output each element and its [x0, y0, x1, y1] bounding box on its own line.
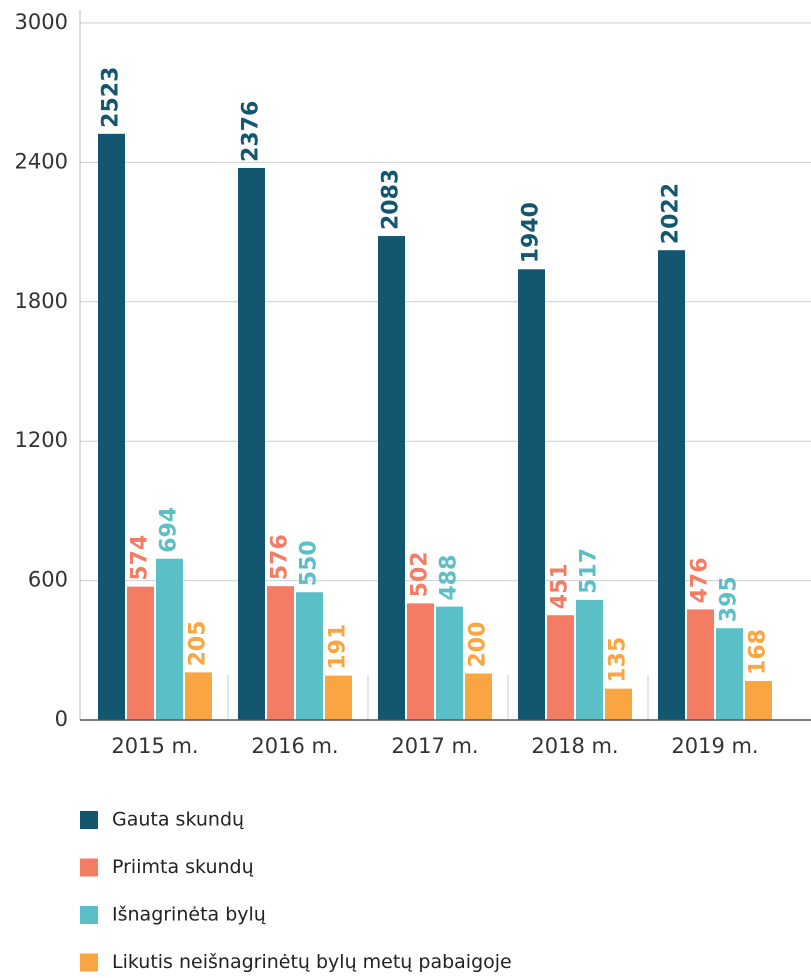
legend-swatch	[80, 906, 98, 924]
x-tick-label: 2019 m.	[671, 734, 758, 758]
bar	[658, 250, 685, 721]
y-tick-label: 1200	[15, 428, 68, 452]
bar	[238, 167, 265, 720]
bar	[745, 680, 772, 720]
legend-swatch	[80, 953, 98, 972]
bar	[547, 615, 574, 720]
value-label: 574	[128, 535, 153, 581]
value-label: 576	[268, 534, 293, 580]
value-label: 191	[326, 624, 351, 670]
y-tick-label: 1800	[15, 289, 68, 313]
x-tick-label: 2016 m.	[251, 734, 338, 758]
bar	[156, 558, 183, 720]
value-label: 1940	[519, 202, 544, 263]
value-label: 488	[437, 555, 462, 601]
bar	[407, 603, 434, 720]
bar	[378, 236, 405, 720]
y-tick-label: 600	[28, 568, 68, 592]
value-label: 550	[297, 540, 322, 586]
bar	[127, 586, 154, 720]
bar	[436, 606, 463, 720]
value-label: 2083	[379, 169, 404, 230]
legend-label: Išnagrinėta bylų	[112, 904, 266, 926]
value-label: 517	[577, 548, 602, 594]
bar	[98, 133, 125, 720]
bar	[465, 673, 492, 720]
value-label: 205	[186, 620, 211, 666]
legend-swatch	[80, 858, 98, 877]
legend-swatch	[80, 811, 98, 829]
bar	[267, 586, 294, 720]
value-label: 168	[746, 629, 771, 675]
bar	[687, 609, 714, 720]
y-tick-label: 0	[55, 707, 68, 731]
value-label: 451	[548, 563, 573, 609]
legend-label: Likutis neišnagrinėtų bylų metų pabaigoj…	[112, 951, 512, 973]
value-label: 395	[717, 576, 742, 622]
value-label: 2523	[99, 67, 124, 128]
legend-label: Priimta skundų	[112, 856, 254, 878]
bar	[576, 599, 603, 720]
x-tick-label: 2017 m.	[391, 734, 478, 758]
value-label: 694	[157, 507, 182, 553]
bar	[605, 688, 632, 720]
value-label: 502	[408, 551, 433, 597]
bar	[518, 269, 545, 720]
value-label: 476	[688, 557, 713, 603]
legend-label: Gauta skundų	[112, 809, 244, 831]
value-label: 2376	[239, 101, 264, 162]
x-tick-label: 2015 m.	[111, 734, 198, 758]
bar	[185, 672, 212, 720]
value-label: 200	[466, 622, 491, 668]
value-label: 2022	[659, 183, 684, 244]
x-tick-label: 2018 m.	[531, 734, 618, 758]
bar	[716, 628, 743, 720]
value-label: 135	[606, 637, 631, 683]
y-tick-label: 3000	[15, 10, 68, 34]
bar	[296, 592, 323, 720]
bar	[325, 675, 352, 720]
y-tick-label: 2400	[15, 149, 68, 173]
